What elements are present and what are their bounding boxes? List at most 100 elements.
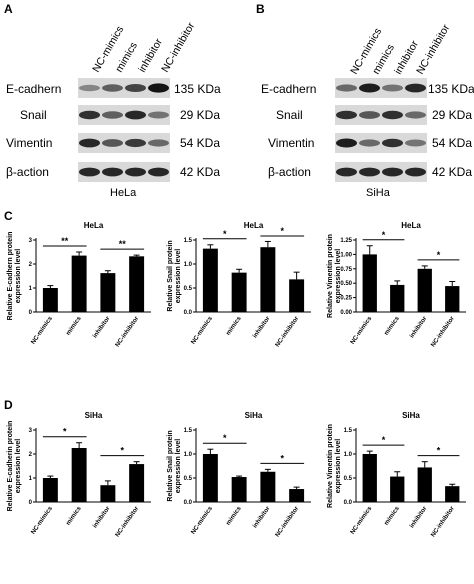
y-axis-label-line: Relative Snail protein xyxy=(167,240,174,311)
y-axis-label-line: Relative Vimentin protein xyxy=(327,234,334,318)
y-tick-label: 1.25 xyxy=(340,238,352,244)
blot-strip xyxy=(335,162,427,182)
significance-label: * xyxy=(382,435,386,445)
panel-letter-d: D xyxy=(4,398,13,412)
y-tick-label: 1.5 xyxy=(184,428,193,434)
y-tick-label: 1.5 xyxy=(344,428,353,434)
y-tick-label: 0.5 xyxy=(184,286,193,292)
blot-row-label: Vimentin xyxy=(6,136,52,150)
molecular-weight-label: 54 KDa xyxy=(432,136,472,150)
x-tick-label: inhibitor xyxy=(408,505,428,530)
chart-title: SiHa xyxy=(245,411,263,420)
y-axis-label: Relative Vimentin proteinexpression leve… xyxy=(327,424,342,508)
bar xyxy=(100,485,116,502)
y-tick-label: 2 xyxy=(29,452,33,458)
lane-label: NC-inhibitor xyxy=(414,22,452,76)
blot-band xyxy=(79,110,100,120)
blot-band xyxy=(102,139,123,147)
blot-band xyxy=(125,83,146,93)
blot-band xyxy=(382,84,403,92)
blot-band xyxy=(148,83,169,93)
y-tick-label: 1 xyxy=(29,286,33,292)
y-axis-label-line: expression level xyxy=(175,249,182,304)
bar xyxy=(362,254,377,312)
y-tick-label: 0.25 xyxy=(340,296,352,302)
blot-band xyxy=(336,167,357,177)
blot-band xyxy=(102,111,123,119)
blot-band xyxy=(336,84,357,92)
panel-letter-c: C xyxy=(4,209,13,223)
y-tick-label: 1.0 xyxy=(184,452,193,458)
bar xyxy=(231,477,247,502)
blot-band xyxy=(102,84,123,92)
x-tick-label: NC-inhibitor xyxy=(274,505,301,539)
bar xyxy=(231,272,247,312)
y-tick-label: 0 xyxy=(29,310,33,316)
significance-label: * xyxy=(437,250,441,260)
western-blot-siha: NC-mimics mimics inhibitor NC-inhibitor … xyxy=(261,22,474,199)
blot-row-label: E-cadhern xyxy=(261,82,316,96)
blot-band xyxy=(382,138,403,148)
blot-band xyxy=(79,84,100,92)
chart-title: HeLa xyxy=(401,221,421,230)
x-tick-label: inhibitor xyxy=(92,315,112,340)
blot-band xyxy=(102,167,123,177)
blot-strip xyxy=(78,133,170,153)
bar xyxy=(445,286,460,312)
y-tick-label: 2 xyxy=(29,262,33,268)
significance-label: * xyxy=(437,446,441,456)
blot-band xyxy=(336,138,357,148)
blot-row-label: Snail xyxy=(20,108,47,122)
bar xyxy=(390,284,405,312)
molecular-weight-label: 54 KDa xyxy=(180,136,220,150)
molecular-weight-label: 135 KDa xyxy=(428,82,474,96)
blot-band xyxy=(359,111,380,119)
blot-strip xyxy=(78,105,170,125)
y-tick-label: 0.0 xyxy=(184,500,193,506)
blot-strip xyxy=(335,78,427,98)
y-axis-label-line: expression level xyxy=(15,439,22,494)
bar xyxy=(71,255,87,312)
significance-label: * xyxy=(223,229,227,239)
blot-row-label: β-action xyxy=(6,165,49,179)
bar xyxy=(390,476,405,502)
lane-label: NC-inhibitor xyxy=(159,20,197,74)
molecular-weight-label: 29 KDa xyxy=(432,108,472,122)
y-axis-label-line: Relative E-cadhern protein xyxy=(7,232,14,321)
x-tick-label: NC-inhibitor xyxy=(274,315,301,349)
bar-chart-siha-vimentin: SiHa Relative Vimentin proteinexpression … xyxy=(327,411,466,538)
x-tick-label: mimics xyxy=(65,315,83,337)
blot-strip xyxy=(78,162,170,182)
y-tick-label: 1.0 xyxy=(184,262,193,268)
bar xyxy=(260,247,276,312)
panel-letter-a: A xyxy=(4,2,13,16)
blot-band xyxy=(148,167,169,177)
chart-title: HeLa xyxy=(244,221,264,230)
y-axis-label-line: expression level xyxy=(15,249,22,304)
y-axis-label: Relative Vimentin proteinexpression leve… xyxy=(327,234,342,318)
blot-strip xyxy=(78,78,170,98)
bar-chart-siha-snail: SiHa Relative Snail proteinexpression lev… xyxy=(167,411,311,538)
x-tick-label: mimics xyxy=(225,315,243,337)
western-blot-hela: NC-mimics mimics inhibitor NC-inhibitor … xyxy=(6,20,221,199)
y-axis-label-line: expression level xyxy=(335,249,342,304)
bar xyxy=(289,489,305,502)
chart-title: SiHa xyxy=(85,411,103,420)
significance-label: * xyxy=(280,226,284,236)
blot-band xyxy=(79,138,100,148)
x-tick-label: inhibitor xyxy=(252,505,272,530)
blot-band xyxy=(79,167,100,177)
significance-label: ** xyxy=(61,236,69,246)
blot-band xyxy=(382,110,403,120)
bar-chart-hela-snail: HeLa Relative Snail proteinexpression lev… xyxy=(167,221,311,348)
y-tick-label: 1.00 xyxy=(340,252,352,258)
y-axis-label-line: Relative Snail protein xyxy=(167,430,174,501)
bar-chart-hela-vimentin: HeLa Relative Vimentin proteinexpression … xyxy=(327,221,466,348)
significance-label: * xyxy=(120,446,124,456)
y-tick-label: 0.75 xyxy=(340,267,352,273)
molecular-weight-label: 42 KDa xyxy=(432,165,472,179)
molecular-weight-label: 29 KDa xyxy=(180,108,220,122)
blot-band xyxy=(359,139,380,147)
y-tick-label: 3 xyxy=(29,428,33,434)
